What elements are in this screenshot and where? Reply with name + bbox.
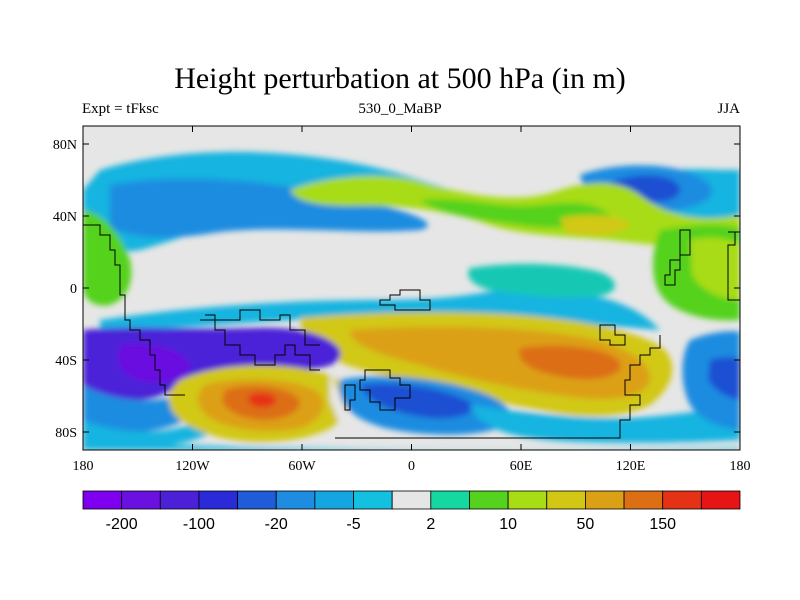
colorbar-swatch — [237, 490, 277, 510]
colorbar-label: -200 — [106, 516, 138, 533]
y-tick-label: 40S — [55, 354, 77, 369]
contour-sind-cyan — [470, 405, 740, 443]
colorbar-label: 2 — [426, 516, 435, 533]
y-tick-label: 80S — [55, 426, 77, 441]
x-tick-label: 120W — [175, 459, 210, 474]
colorbar-swatch — [700, 490, 741, 510]
coastline-north-america — [83, 224, 185, 396]
colorbar-swatch — [585, 490, 625, 510]
coastline-asia-east — [664, 229, 691, 286]
y-tick-label: 0 — [70, 282, 77, 297]
coastline-south-atlantic — [344, 384, 356, 411]
season-label: JJA — [717, 101, 740, 117]
colorbar-swatch — [159, 490, 200, 510]
colorbar-swatch — [198, 490, 238, 510]
colorbar-label: 150 — [649, 516, 676, 533]
colorbar-swatch — [391, 490, 432, 510]
colorbar-swatch — [662, 490, 702, 510]
colorbar-swatch — [121, 490, 161, 510]
x-tick-label: 60W — [288, 459, 316, 474]
contour-tropics-teal — [468, 263, 615, 298]
colorbar-label: -100 — [183, 516, 215, 533]
contour-north-blue — [110, 178, 428, 238]
colorbar-label: 50 — [577, 516, 595, 533]
contour-spac-red — [247, 392, 276, 408]
contour-eastsouth-deep — [708, 357, 740, 400]
coastline-indian — [599, 324, 626, 346]
coastline-pacific-east — [727, 231, 740, 301]
coastlines — [83, 224, 740, 439]
axis-ticks: 180 120W 60W 0 60E 120E 180 80N 40N 0 40S 80S — [53, 126, 751, 474]
contour-china-yellow — [560, 214, 630, 236]
colorbar-swatch — [507, 490, 548, 510]
x-tick-label: 180 — [730, 459, 751, 474]
contour-africa-orange-light — [350, 326, 650, 400]
y-tick-label: 40N — [53, 210, 77, 225]
run-label: 530_0_MaBP — [358, 101, 442, 117]
x-tick-label: 180 — [73, 459, 94, 474]
coastline-africa-north — [379, 289, 431, 311]
colorbar-swatch — [353, 490, 393, 510]
colorbar: -200 -100 -20 -5 2 10 50 150 — [82, 490, 741, 533]
coastline-central — [200, 309, 320, 346]
experiment-label: Expt = tFksc — [82, 101, 159, 117]
x-tick-label: 60E — [510, 459, 533, 474]
y-tick-label: 80N — [53, 138, 77, 153]
contour-west-green — [83, 210, 132, 306]
chart-title: Height perturbation at 500 hPa (in m) — [174, 62, 626, 95]
colorbar-swatch — [275, 490, 316, 510]
coastline-south-america — [205, 314, 320, 371]
contour-southwest-cyan — [83, 416, 216, 450]
x-tick-label: 120E — [616, 459, 646, 474]
colorbar-label: 10 — [499, 516, 517, 533]
colorbar-swatch — [546, 490, 586, 510]
colorbar-swatch — [623, 490, 664, 510]
contour-spole-cyan — [83, 440, 740, 450]
contour-southern-ribbon — [330, 372, 355, 440]
coastline-africa-south — [359, 369, 411, 411]
colorbar-swatch — [430, 490, 470, 510]
contour-field — [83, 126, 740, 450]
contour-africa-orange — [519, 345, 621, 380]
colorbar-swatch — [82, 490, 123, 510]
colorbar-label: -5 — [346, 516, 360, 533]
colorbar-swatch — [314, 490, 354, 510]
colorbar-swatch — [469, 490, 509, 510]
contour-satl-deep — [360, 383, 473, 419]
contour-sam-violet — [117, 343, 191, 383]
x-tick-label: 0 — [408, 459, 415, 474]
colorbar-label: -20 — [265, 516, 288, 533]
coastline-antarctic — [335, 335, 661, 439]
